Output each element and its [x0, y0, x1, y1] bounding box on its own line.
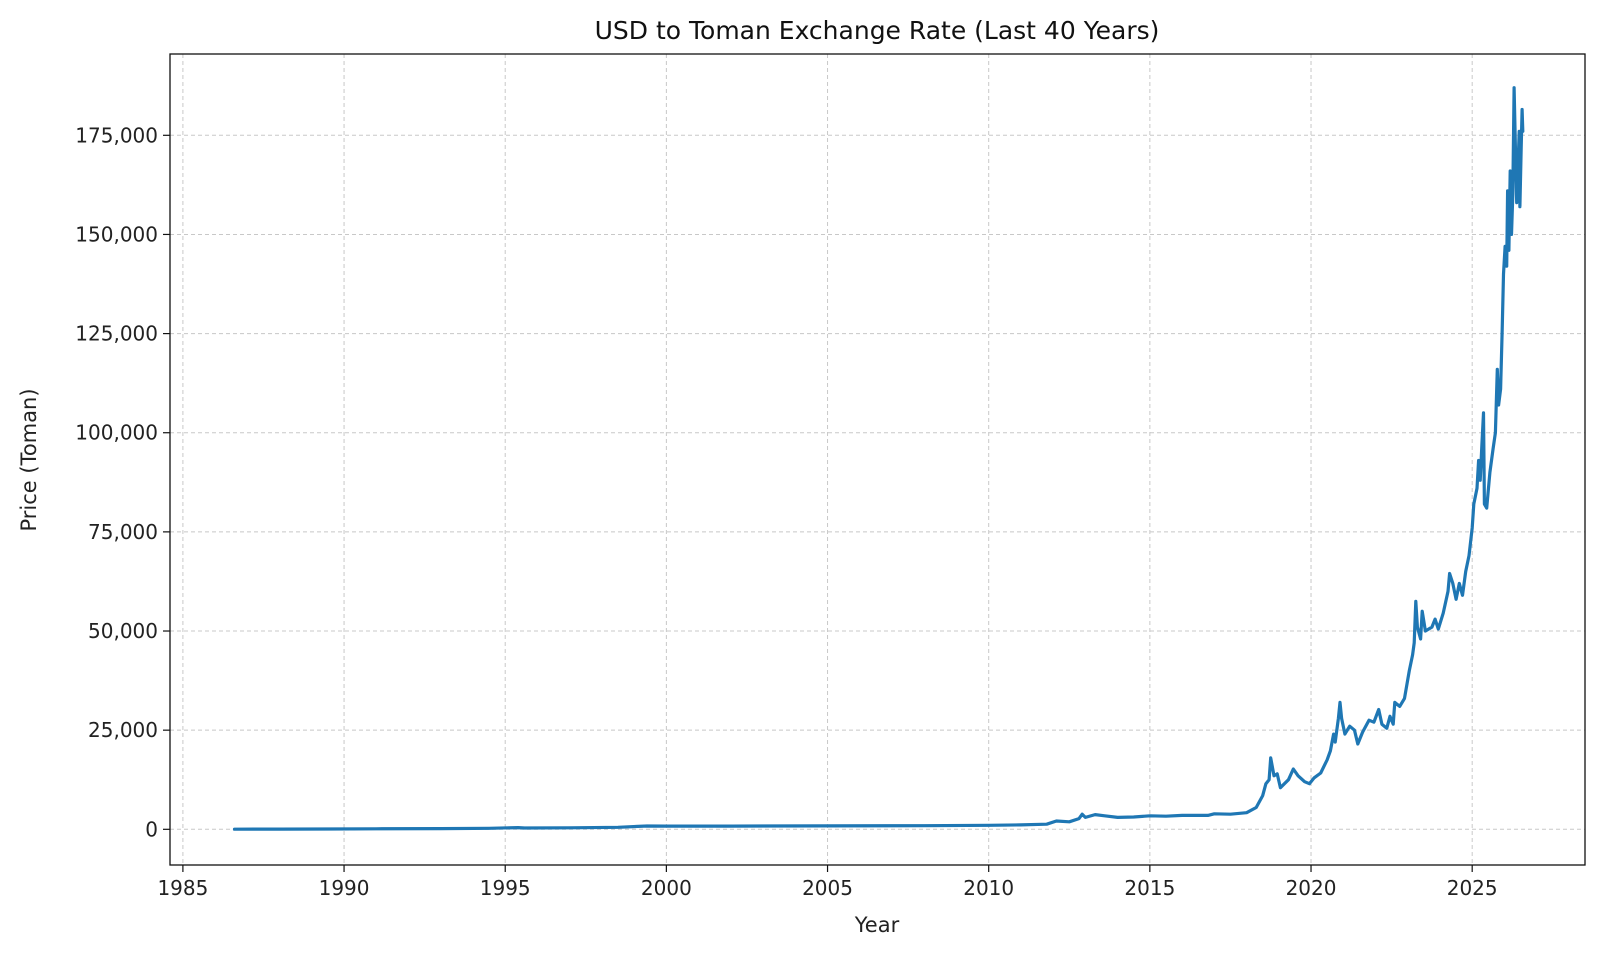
x-tick-label: 2010 — [963, 876, 1014, 900]
x-tick-label: 2020 — [1286, 876, 1337, 900]
x-tick-label: 2025 — [1447, 876, 1498, 900]
y-tick-label: 125,000 — [75, 322, 158, 346]
series-line-group — [232, 86, 1525, 831]
x-tick-label: 1990 — [319, 876, 370, 900]
y-axis-title: Price (Toman) — [17, 388, 41, 531]
y-tick-label: 175,000 — [75, 123, 158, 147]
y-tick-label: 0 — [145, 817, 158, 841]
x-tick-label: 1985 — [157, 876, 208, 900]
plot-frame — [169, 53, 1586, 866]
x-tick-label: 2015 — [1124, 876, 1175, 900]
grid-lines — [170, 54, 1585, 865]
y-tick-label: 50,000 — [88, 619, 158, 643]
x-tick-label: 2000 — [641, 876, 692, 900]
x-axis-title: Year — [854, 913, 900, 937]
x-tick-label: 2005 — [802, 876, 853, 900]
y-axis: 0 25,000 50,000 75,000 100,000 125,000 150,000… — [75, 123, 170, 841]
y-tick-label: 100,000 — [75, 421, 158, 445]
y-tick-label: 150,000 — [75, 222, 158, 246]
x-tick-label: 1995 — [480, 876, 531, 900]
y-tick-label: 25,000 — [88, 718, 158, 742]
chart-title: USD to Toman Exchange Rate (Last 40 Year… — [595, 16, 1160, 45]
exchange-rate-line — [232, 86, 1525, 831]
x-axis: 1985 1990 1995 2000 2005 2010 2015 2020 2025 — [157, 865, 1498, 900]
y-tick-label: 75,000 — [88, 520, 158, 544]
